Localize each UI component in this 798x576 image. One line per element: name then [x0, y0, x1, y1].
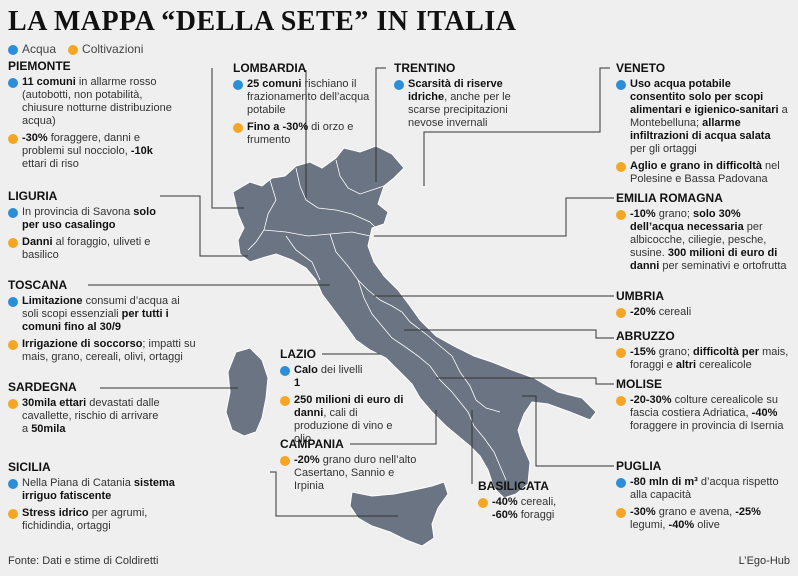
crop-dot-icon [8, 399, 18, 409]
water-dot-icon [8, 479, 18, 489]
region-toscana: TOSCANA Limitazione consumi d’acqua ai s… [8, 278, 196, 363]
crop-dot-icon [233, 123, 243, 133]
crop-dot-icon [8, 340, 18, 350]
region-molise: MOLISE -20-30% colture cerealicole su fa… [616, 377, 784, 432]
water-dot-icon [8, 78, 18, 88]
leader-puglia [522, 395, 614, 467]
orange-dot-icon [68, 45, 79, 55]
region-lazio: LAZIO Calo dei livelli 1 250 milioni di e… [280, 347, 404, 445]
crop-dot-icon [8, 509, 18, 519]
page-title: LA MAPPA “DELLA SETE” IN ITALIA [8, 6, 517, 37]
blue-dot-icon [8, 45, 18, 55]
water-dot-icon [280, 366, 290, 376]
credit: L’Ego-Hub [738, 555, 790, 567]
water-dot-icon [394, 80, 404, 90]
region-veneto: VENETO Uso acqua potabile consentito sol… [616, 61, 788, 185]
region-trentino: TRENTINO Scarsità di riserve idriche, an… [394, 61, 511, 129]
crop-dot-icon [616, 396, 626, 406]
region-abruzzo: ABRUZZO -15% grano; difficoltà per mais,… [616, 329, 789, 371]
region-campania: CAMPANIA -20% grano duro nell’alto Caser… [280, 437, 417, 492]
crop-dot-icon [280, 456, 290, 466]
leader-sicilia [270, 471, 398, 517]
leader-abruzzo [404, 329, 614, 339]
water-dot-icon [8, 208, 18, 218]
crop-dot-icon [8, 134, 18, 144]
source-note: Fonte: Dati e stime di Coldiretti [8, 555, 159, 567]
region-sicilia: SICILIA Nella Piana di Catania sistema i… [8, 460, 175, 532]
water-dot-icon [8, 297, 18, 307]
leader-emilia [374, 197, 614, 237]
regional-borders [247, 159, 507, 481]
sardinia-island [225, 347, 269, 437]
region-puglia: PUGLIA -80 mln di m³ d’acqua rispetto al… [616, 459, 779, 531]
region-umbria: UMBRIA -20% cereali [616, 289, 692, 318]
crop-dot-icon [616, 308, 626, 318]
region-piemonte: PIEMONTE 11 comuni in allarme rosso (aut… [8, 59, 172, 170]
legend: Acqua Coltivazioni [8, 42, 143, 56]
region-liguria: LIGURIA In provincia di Savona solo per … [8, 189, 156, 261]
region-emilia-romagna: EMILIA ROMAGNA -10% grano; solo 30% dell… [616, 191, 787, 272]
crop-dot-icon [280, 396, 290, 406]
leader-campania [350, 410, 437, 445]
crop-dot-icon [8, 238, 18, 248]
crop-dot-icon [616, 162, 626, 172]
leader-veneto [423, 67, 610, 186]
sicily-island [349, 481, 449, 547]
crop-dot-icon [616, 508, 626, 518]
leader-molise [436, 377, 614, 385]
water-dot-icon [616, 478, 626, 488]
region-sardegna: SARDEGNA 30mila ettari devastati dalle c… [8, 380, 160, 435]
crop-dot-icon [616, 210, 626, 220]
legend-acqua: Acqua [8, 42, 56, 56]
water-dot-icon [233, 80, 243, 90]
region-basilicata: BASILICATA -40% cereali, -60% foraggi [478, 479, 557, 521]
crop-dot-icon [478, 498, 488, 508]
crop-dot-icon [616, 348, 626, 358]
legend-coltivazioni: Coltivazioni [68, 42, 143, 56]
italy-mainland [232, 145, 597, 499]
leader-liguria [160, 195, 248, 257]
leader-piemonte [211, 68, 244, 209]
region-lombardia: LOMBARDIA 25 comuni rischiano il frazion… [233, 61, 370, 146]
leader-trentino [375, 67, 386, 182]
water-dot-icon [616, 80, 626, 90]
